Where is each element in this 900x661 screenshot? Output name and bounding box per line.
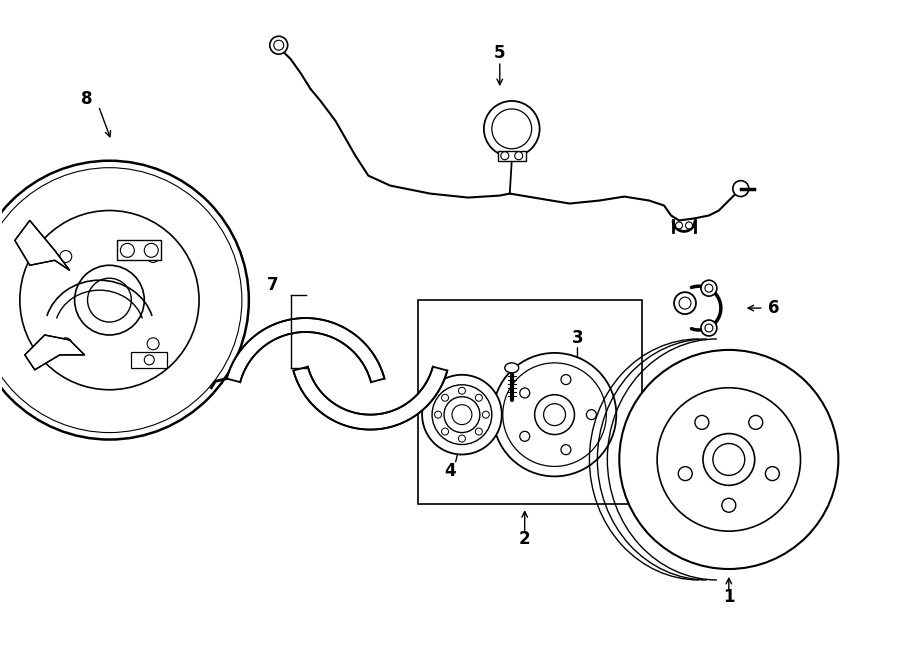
Circle shape bbox=[520, 432, 530, 442]
Bar bbox=[418, 300, 643, 504]
Circle shape bbox=[475, 394, 482, 401]
Bar bbox=[117, 241, 161, 260]
Circle shape bbox=[270, 36, 288, 54]
Text: 1: 1 bbox=[723, 588, 734, 606]
Polygon shape bbox=[14, 221, 69, 270]
Circle shape bbox=[676, 222, 682, 229]
Circle shape bbox=[749, 415, 762, 430]
Circle shape bbox=[686, 222, 692, 229]
Circle shape bbox=[520, 388, 530, 398]
Text: 2: 2 bbox=[519, 530, 530, 548]
Circle shape bbox=[422, 375, 502, 455]
Circle shape bbox=[561, 445, 571, 455]
Circle shape bbox=[442, 394, 448, 401]
Circle shape bbox=[452, 405, 472, 424]
Text: 4: 4 bbox=[445, 463, 455, 481]
Bar bbox=[131, 352, 167, 368]
Circle shape bbox=[701, 320, 717, 336]
Circle shape bbox=[482, 411, 490, 418]
Text: 6: 6 bbox=[768, 299, 779, 317]
Circle shape bbox=[701, 280, 717, 296]
Polygon shape bbox=[25, 335, 85, 370]
Circle shape bbox=[619, 350, 839, 569]
Circle shape bbox=[444, 397, 480, 432]
Circle shape bbox=[679, 467, 692, 481]
Circle shape bbox=[695, 415, 709, 430]
Circle shape bbox=[561, 375, 571, 385]
Circle shape bbox=[587, 410, 597, 420]
Circle shape bbox=[274, 40, 284, 50]
Circle shape bbox=[503, 363, 607, 467]
Circle shape bbox=[765, 467, 779, 481]
Circle shape bbox=[705, 324, 713, 332]
Circle shape bbox=[544, 404, 565, 426]
Circle shape bbox=[0, 161, 248, 440]
Circle shape bbox=[703, 434, 755, 485]
Bar bbox=[498, 151, 526, 161]
Circle shape bbox=[435, 411, 442, 418]
Text: 7: 7 bbox=[267, 276, 279, 294]
Circle shape bbox=[733, 180, 749, 196]
Circle shape bbox=[674, 292, 696, 314]
Circle shape bbox=[493, 353, 616, 477]
Circle shape bbox=[713, 444, 745, 475]
Circle shape bbox=[679, 297, 691, 309]
Text: 3: 3 bbox=[572, 329, 583, 347]
Polygon shape bbox=[227, 318, 384, 382]
Circle shape bbox=[515, 152, 523, 160]
Circle shape bbox=[458, 435, 465, 442]
Text: 8: 8 bbox=[81, 90, 93, 108]
Circle shape bbox=[432, 385, 491, 444]
Polygon shape bbox=[293, 367, 447, 430]
Circle shape bbox=[491, 109, 532, 149]
Circle shape bbox=[722, 498, 736, 512]
Circle shape bbox=[705, 284, 713, 292]
Circle shape bbox=[458, 387, 465, 394]
Circle shape bbox=[500, 152, 508, 160]
Circle shape bbox=[475, 428, 482, 435]
Circle shape bbox=[535, 395, 574, 434]
Circle shape bbox=[657, 388, 800, 531]
Circle shape bbox=[442, 428, 448, 435]
Circle shape bbox=[484, 101, 540, 157]
Ellipse shape bbox=[505, 363, 518, 373]
Text: 5: 5 bbox=[494, 44, 506, 62]
